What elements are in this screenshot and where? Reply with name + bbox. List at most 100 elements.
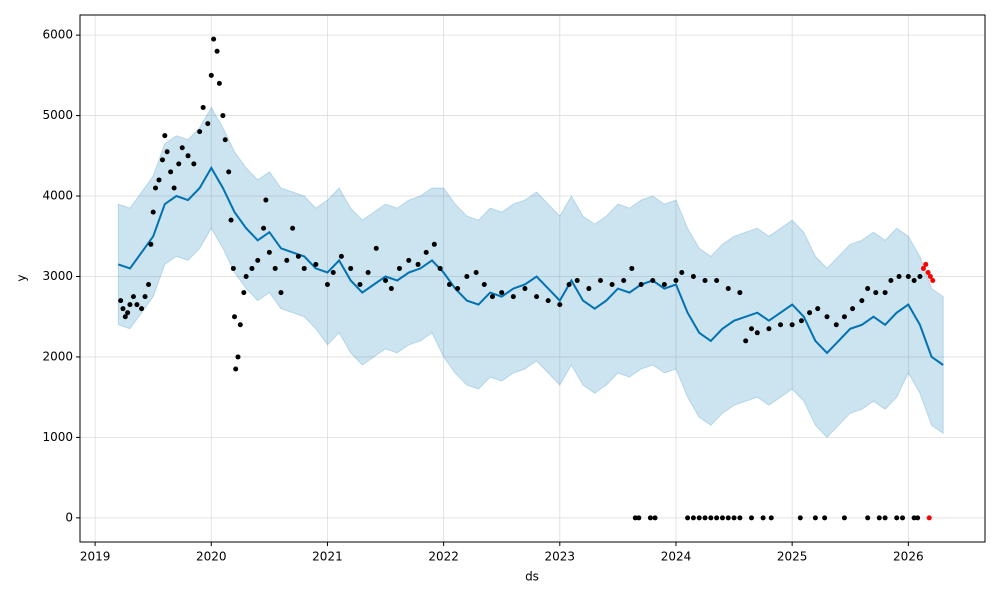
highlight-point [927, 273, 933, 279]
y-tick-label: 3000 [42, 269, 73, 283]
observed-point [263, 197, 269, 203]
observed-point [815, 306, 821, 312]
observed-point [205, 121, 211, 127]
observed-point [917, 273, 923, 279]
observed-point [876, 515, 882, 521]
observed-point [685, 515, 691, 521]
observed-point [557, 302, 563, 308]
observed-point [894, 515, 900, 521]
observed-point [446, 282, 452, 288]
observed-point [168, 169, 174, 175]
observed-point [690, 515, 696, 521]
observed-point [255, 257, 261, 263]
observed-point [191, 161, 197, 167]
observed-point [272, 265, 278, 271]
y-axis-label: y [15, 274, 29, 281]
observed-point [150, 209, 156, 215]
observed-point [179, 145, 185, 151]
observed-point [597, 278, 603, 284]
observed-point [295, 253, 301, 259]
x-tick-label: 2023 [545, 550, 576, 564]
observed-point [896, 273, 902, 279]
observed-point [162, 133, 168, 139]
observed-point [489, 294, 495, 300]
y-tick-label: 2000 [42, 349, 73, 363]
x-tick-label: 2019 [80, 550, 111, 564]
observed-point [731, 515, 737, 521]
observed-point [216, 80, 222, 86]
highlight-point [923, 261, 929, 267]
observed-point [290, 225, 296, 231]
y-tick-label: 1000 [42, 430, 73, 444]
observed-point [230, 265, 236, 271]
observed-point [330, 269, 336, 275]
observed-point [153, 185, 159, 191]
observed-point [159, 157, 165, 163]
observed-point [865, 286, 871, 292]
observed-point [313, 261, 319, 267]
observed-point [156, 177, 162, 183]
observed-point [171, 185, 177, 191]
y-tick-label: 5000 [42, 108, 73, 122]
observed-point [232, 314, 238, 320]
observed-point [214, 48, 220, 54]
observed-point [714, 515, 720, 521]
observed-point [638, 282, 644, 288]
observed-point [522, 286, 528, 292]
observed-point [278, 290, 284, 296]
observed-point [348, 265, 354, 271]
observed-point [228, 217, 234, 223]
observed-point [301, 265, 307, 271]
observed-point [652, 515, 658, 521]
observed-point [841, 515, 847, 521]
observed-point [766, 326, 772, 332]
observed-point [125, 310, 131, 316]
highlight-point [925, 269, 931, 275]
observed-point [266, 249, 272, 255]
observed-point [661, 282, 667, 288]
observed-point [873, 290, 879, 296]
observed-point [406, 257, 412, 263]
plot-frame [79, 14, 986, 543]
observed-point [226, 169, 232, 175]
observed-point [708, 515, 714, 521]
observed-point [679, 269, 685, 275]
observed-point [249, 265, 255, 271]
x-tick-label: 2025 [777, 550, 808, 564]
uncertainty-band [117, 106, 944, 439]
observed-point [812, 515, 818, 521]
observed-point [142, 294, 148, 300]
observed-point [737, 515, 743, 521]
observed-point [373, 245, 379, 251]
observed-point [220, 113, 226, 119]
observed-point [211, 36, 217, 42]
observed-point [243, 273, 249, 279]
highlight-point [920, 265, 926, 271]
observed-point [164, 149, 170, 155]
observed-point [824, 314, 830, 320]
observed-point [388, 286, 394, 292]
y-tick-label: 0 [65, 510, 73, 524]
observed-point [415, 261, 421, 267]
observed-point [222, 137, 228, 143]
observed-point [725, 515, 731, 521]
observed-point [185, 153, 191, 159]
observed-point [673, 278, 679, 284]
observed-point [120, 306, 126, 312]
x-tick-label: 2024 [661, 550, 692, 564]
x-axis-label: ds [525, 570, 539, 584]
observed-point [241, 290, 247, 296]
observed-point [235, 354, 241, 360]
observed-point [737, 290, 743, 296]
observed-point [176, 161, 182, 167]
observed-point [725, 286, 731, 292]
observed-point [146, 282, 152, 288]
observed-point [200, 105, 206, 111]
observed-point [464, 273, 470, 279]
forecast-line [117, 165, 944, 366]
observed-point [139, 306, 145, 312]
x-tick-label: 2020 [196, 550, 227, 564]
y-tick-label: 6000 [42, 28, 73, 42]
observed-point [768, 515, 774, 521]
